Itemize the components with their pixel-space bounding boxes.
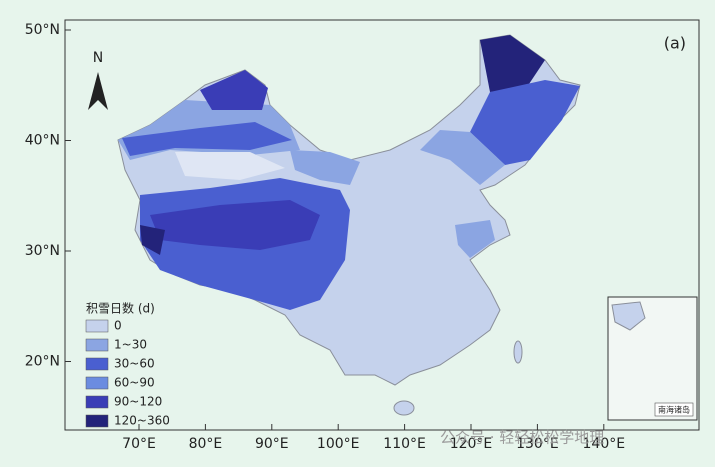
inset-label: 南海诸岛 (658, 405, 690, 415)
lat-label: 20°N (25, 354, 60, 370)
snow-region (420, 130, 505, 185)
snow-region (122, 122, 292, 156)
legend-label: 30~60 (114, 357, 155, 371)
snow-region (470, 80, 580, 165)
legend-swatch (85, 395, 109, 409)
lon-label: 130°E (516, 436, 559, 452)
legend-label: 0 (114, 319, 122, 333)
legend-label: 90~120 (114, 395, 162, 409)
watermark: 公众号 · 轻轻松松学地理 (440, 429, 604, 447)
north-arrow (88, 72, 108, 110)
snow-region (140, 225, 165, 255)
lon-label: 120°E (450, 436, 493, 452)
island (393, 400, 415, 416)
snow-region (290, 150, 360, 185)
lat-label: 30°N (25, 243, 60, 259)
lon-label: 100°E (317, 436, 360, 452)
panel-label: (a) (664, 34, 686, 53)
lon-label: 80°E (189, 436, 223, 452)
snow-region (455, 220, 495, 258)
axes: 50°N 40°N 30°N 20°N 70°E 80°E 90°E 100°E 110°E 12… (25, 22, 625, 452)
lon-label: 110°E (383, 436, 426, 452)
lon-label: 70°E (122, 436, 156, 452)
legend-label: 1~30 (114, 338, 147, 352)
snow-region (480, 35, 545, 92)
legend-swatch (85, 319, 109, 333)
legend-swatch (85, 376, 109, 390)
snow-region (150, 200, 320, 250)
lon-label: 140°E (583, 436, 626, 452)
snow-region (175, 152, 285, 180)
lat-label: 50°N (25, 22, 60, 38)
island (513, 340, 523, 364)
north-label: N (93, 50, 103, 66)
legend-swatch (85, 414, 109, 428)
legend-swatch (85, 357, 109, 371)
lat-label: 40°N (25, 133, 60, 149)
inset-land (611, 301, 646, 331)
snow-region (200, 70, 268, 110)
lon-label: 90°E (255, 436, 289, 452)
legend-label: 120~360 (114, 414, 170, 428)
inset-label-box (654, 402, 694, 417)
legend-swatch (85, 338, 109, 352)
legend-title: 积雪日数 (d) (86, 301, 155, 316)
legend-label: 60~90 (114, 376, 155, 390)
legend-items: 0 1~30 30~60 60~90 90~120 120~360 (85, 319, 170, 428)
